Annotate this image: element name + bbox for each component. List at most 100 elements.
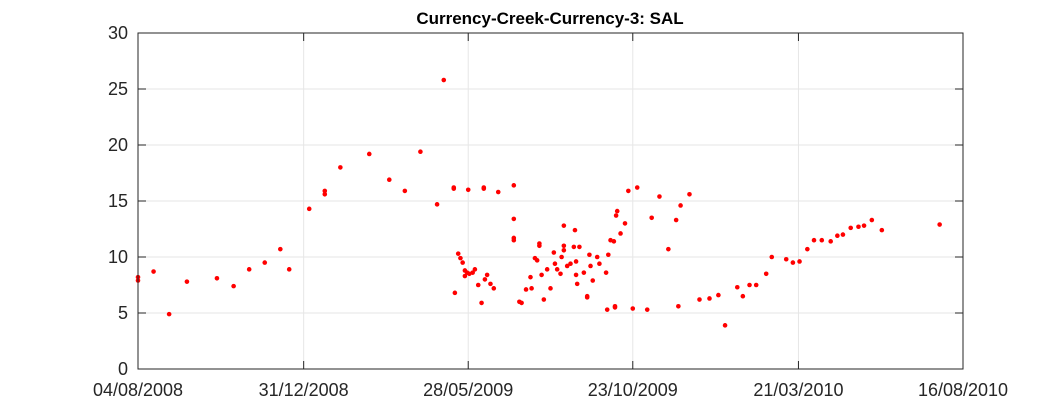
data-point [460,260,465,265]
data-point [214,275,220,281]
data-point [558,271,563,277]
data-point [783,256,789,262]
data-point [544,267,550,272]
data-point [879,227,885,233]
data-point [716,292,721,298]
data-point [811,237,817,243]
data-point [594,254,600,260]
data-point [511,183,517,188]
data-point [561,247,567,253]
data-point [386,177,392,183]
y-tick-label: 20 [108,135,128,155]
data-point [740,293,746,299]
data-point [451,185,457,190]
data-point [552,261,558,267]
data-point [554,267,560,272]
data-point [523,287,529,292]
data-point [481,185,487,190]
data-point [568,261,573,267]
data-point [577,244,582,250]
data-point [584,295,590,300]
data-point [511,216,517,222]
data-point [262,260,268,265]
data-point [861,223,867,228]
data-point [630,306,636,311]
data-point [856,224,861,230]
x-tick-label: 21/03/2010 [753,380,843,400]
data-point [306,206,312,212]
data-point [835,233,840,239]
data-point [574,281,580,287]
data-point [537,243,542,249]
data-point [472,267,478,272]
data-point [322,191,328,197]
data-point [753,282,759,288]
data-point [528,274,533,280]
data-point [678,203,683,208]
y-tick-label: 15 [108,191,128,211]
chart-title: Currency-Creek-Currency-3: SAL [416,9,683,28]
data-point [734,284,740,290]
x-tick-label: 23/10/2009 [588,380,678,400]
data-point [707,296,712,301]
data-point [611,239,617,244]
data-point [338,165,343,170]
data-point [722,323,728,328]
data-point [626,188,631,194]
data-point [484,272,490,278]
data-point [465,187,471,193]
data-point [634,185,640,190]
data-point [482,277,488,282]
y-tick-label: 30 [108,23,128,43]
data-point [470,270,475,275]
data-point [278,246,283,252]
x-tick-label: 31/12/2008 [259,380,349,400]
y-tick-label: 5 [118,303,128,323]
data-point [840,232,846,237]
data-point [573,272,579,278]
data-point [819,237,825,243]
data-point [479,300,484,306]
data-point [603,270,609,275]
data-point [561,243,567,249]
data-point [402,188,408,194]
data-point [937,222,942,227]
data-point [231,283,236,289]
data-point [604,307,610,312]
data-point [644,307,650,312]
data-point [458,255,463,261]
data-point [571,244,577,250]
data-point [597,261,602,267]
data-points [135,77,942,328]
data-point [519,300,524,306]
data-point [286,267,292,272]
data-point [534,258,540,263]
data-point [548,286,553,291]
data-point [763,271,769,277]
data-point [848,225,854,231]
data-point [673,217,679,223]
data-point [541,297,547,302]
data-point [462,273,468,279]
data-point [559,254,564,260]
grid-lines [138,33,963,369]
data-point [529,286,534,291]
data-point [441,77,447,83]
data-point [612,303,618,309]
data-point [581,270,587,275]
data-point [747,282,752,288]
data-point [452,290,458,296]
data-point [769,254,775,260]
data-point [614,208,620,214]
data-point [618,231,623,236]
data-point [666,246,671,252]
y-tick-label: 0 [118,359,128,379]
x-tick-label: 28/05/2009 [423,380,513,400]
data-point [649,215,654,221]
data-point [676,303,681,309]
data-point [572,227,578,233]
data-point [797,259,802,264]
data-point [573,259,579,264]
